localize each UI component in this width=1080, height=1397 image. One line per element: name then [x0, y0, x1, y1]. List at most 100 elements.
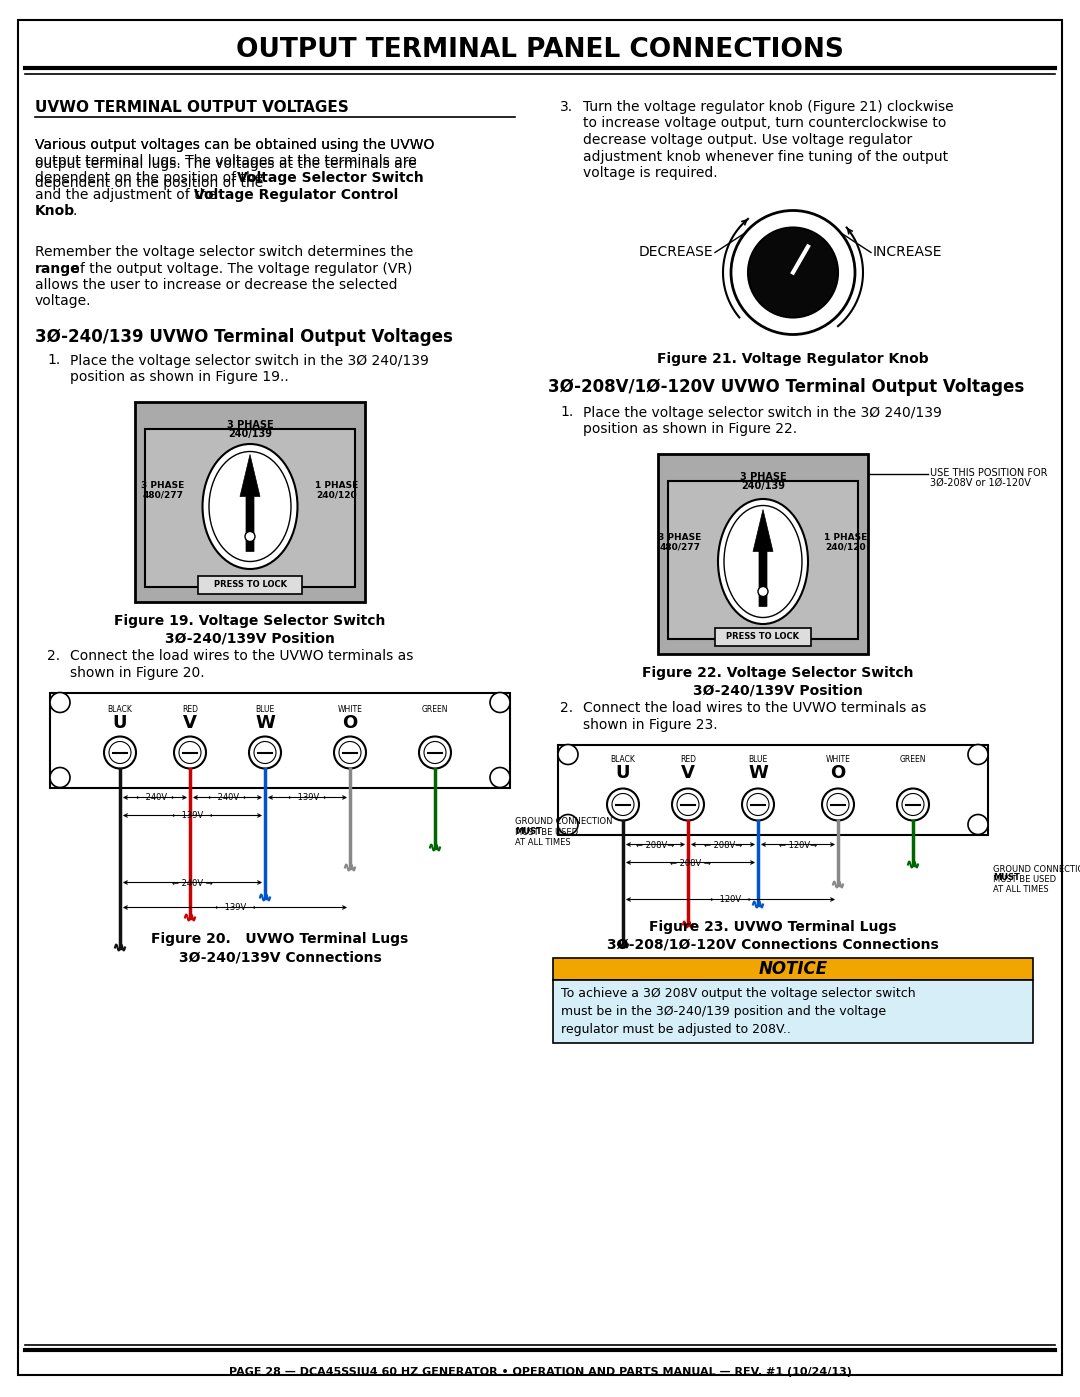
Circle shape [174, 736, 206, 768]
Text: decrease voltage output. Use voltage regulator: decrease voltage output. Use voltage reg… [583, 133, 913, 147]
Circle shape [334, 736, 366, 768]
Circle shape [822, 788, 854, 820]
Text: W: W [748, 764, 768, 782]
Circle shape [104, 736, 136, 768]
Text: ← 208V →: ← 208V → [670, 859, 711, 868]
Text: WHITE: WHITE [338, 704, 363, 714]
Text: shown in Figure 20.: shown in Figure 20. [70, 666, 204, 680]
Circle shape [109, 742, 131, 764]
Text: Place the voltage selector switch in the 3Ø 240/139: Place the voltage selector switch in the… [583, 405, 942, 419]
Text: 1.: 1. [48, 353, 60, 367]
Circle shape [748, 228, 838, 317]
Text: BLUE: BLUE [255, 704, 274, 714]
Text: NOTICE: NOTICE [758, 960, 827, 978]
Text: 240/120: 240/120 [316, 490, 357, 500]
Text: voltage.: voltage. [35, 295, 92, 309]
Text: 3Ø-208V/1Ø-120V UVWO Terminal Output Voltages: 3Ø-208V/1Ø-120V UVWO Terminal Output Vol… [548, 377, 1024, 395]
Bar [50, 693, 510, 788]
Text: V: V [681, 764, 694, 782]
Text: U: U [616, 764, 631, 782]
Text: Various output voltages can be obtained using the UVWO
output terminal lugs. The: Various output voltages can be obtained … [35, 138, 434, 190]
Circle shape [968, 814, 988, 834]
Circle shape [254, 742, 276, 764]
Text: ← 240V→: ← 240V→ [136, 793, 174, 802]
Text: 480/277: 480/277 [143, 490, 184, 500]
Text: 2.: 2. [48, 650, 60, 664]
Circle shape [558, 814, 578, 834]
Text: 1.: 1. [561, 405, 573, 419]
Text: Figure 19. Voltage Selector Switch
3Ø-240/139V Position: Figure 19. Voltage Selector Switch 3Ø-24… [114, 613, 386, 645]
Circle shape [339, 742, 361, 764]
Text: ← 120V →: ← 120V → [711, 895, 751, 904]
Text: output terminal lugs. The voltages at the terminals are: output terminal lugs. The voltages at th… [35, 155, 417, 169]
Circle shape [897, 788, 929, 820]
Bar [669, 481, 858, 638]
Text: Remember the voltage selector switch determines the: Remember the voltage selector switch det… [35, 244, 414, 258]
Text: Connect the load wires to the UVWO terminals as: Connect the load wires to the UVWO termi… [583, 701, 927, 715]
Text: position as shown in Figure 19..: position as shown in Figure 19.. [70, 370, 288, 384]
Text: Figure 22. Voltage Selector Switch
3Ø-240/139V Position: Figure 22. Voltage Selector Switch 3Ø-24… [643, 665, 914, 698]
Text: USE THIS POSITION FOR: USE THIS POSITION FOR [930, 468, 1048, 478]
Circle shape [968, 745, 988, 764]
Text: MUST: MUST [993, 873, 1020, 883]
Text: RED: RED [183, 704, 198, 714]
Text: PRESS TO LOCK: PRESS TO LOCK [214, 580, 286, 590]
Text: Place the voltage selector switch in the 3Ø 240/139: Place the voltage selector switch in the… [70, 353, 429, 367]
Text: BLUE: BLUE [748, 754, 768, 764]
Text: ← 139V →: ← 139V → [172, 812, 213, 820]
Text: BLACK: BLACK [108, 704, 133, 714]
Circle shape [747, 793, 769, 816]
Text: 240/139: 240/139 [741, 481, 785, 490]
Text: 1 PHASE: 1 PHASE [824, 534, 867, 542]
Text: 1 PHASE: 1 PHASE [315, 482, 359, 490]
Text: U: U [112, 714, 127, 732]
Text: ← 208V→: ← 208V→ [636, 841, 675, 849]
Text: 3Ø-240/139 UVWO Terminal Output Voltages: 3Ø-240/139 UVWO Terminal Output Voltages [35, 327, 453, 345]
Text: UVWO TERMINAL OUTPUT VOLTAGES: UVWO TERMINAL OUTPUT VOLTAGES [35, 101, 349, 115]
Text: ← 139V→: ← 139V→ [288, 793, 326, 802]
Text: RED: RED [680, 754, 696, 764]
Text: range: range [35, 261, 81, 275]
Text: Connect the load wires to the UVWO terminals as: Connect the load wires to the UVWO termi… [70, 650, 414, 664]
Circle shape [902, 793, 924, 816]
Text: dependent on the position of the Voltage Selector Switch: dependent on the position of the Voltage… [35, 180, 432, 194]
Text: OUTPUT TERMINAL PANEL CONNECTIONS: OUTPUT TERMINAL PANEL CONNECTIONS [237, 36, 843, 63]
Text: and the adjustment of the: and the adjustment of the [35, 187, 221, 201]
Text: Figure 21. Voltage Regulator Knob: Figure 21. Voltage Regulator Knob [658, 352, 929, 366]
Text: .: . [72, 204, 77, 218]
Polygon shape [240, 454, 260, 552]
Circle shape [179, 742, 201, 764]
Circle shape [558, 745, 578, 764]
Text: DECREASE: DECREASE [638, 246, 713, 260]
Circle shape [424, 742, 446, 764]
Bar [198, 576, 302, 594]
Text: PAGE 28 — DCA45SSIU4 60 HZ GENERATOR • OPERATION AND PARTS MANUAL — REV. #1 (10/: PAGE 28 — DCA45SSIU4 60 HZ GENERATOR • O… [229, 1368, 851, 1377]
Text: allows the user to increase or decrease the selected: allows the user to increase or decrease … [35, 278, 397, 292]
Text: adjustment knob whenever fine tuning of the output: adjustment knob whenever fine tuning of … [583, 149, 948, 163]
Text: ← 139V →: ← 139V → [215, 904, 256, 912]
Text: ← 208V→: ← 208V→ [704, 841, 742, 849]
Bar [553, 979, 1032, 1042]
Text: 2.: 2. [561, 701, 573, 715]
Text: ← 120V→: ← 120V→ [779, 841, 818, 849]
Text: Various output voltages can be obtained using the UVWO: Various output voltages can be obtained … [35, 138, 434, 152]
Circle shape [827, 793, 849, 816]
Text: GROUND CONNECTION
MUST BE USED
AT ALL TIMES: GROUND CONNECTION MUST BE USED AT ALL TI… [515, 817, 612, 848]
Bar [558, 745, 988, 834]
Circle shape [672, 788, 704, 820]
Text: 480/277: 480/277 [660, 542, 701, 552]
Ellipse shape [718, 499, 808, 624]
Text: PRESS TO LOCK: PRESS TO LOCK [727, 631, 799, 641]
Text: 240/120: 240/120 [826, 542, 866, 552]
Circle shape [612, 793, 634, 816]
Circle shape [50, 767, 70, 788]
Text: GROUND CONNECTION
MUST BE USED
AT ALL TIMES: GROUND CONNECTION MUST BE USED AT ALL TI… [993, 865, 1080, 894]
Circle shape [490, 693, 510, 712]
Bar [658, 454, 868, 654]
Circle shape [758, 587, 768, 597]
Circle shape [245, 531, 255, 542]
Text: shown in Figure 23.: shown in Figure 23. [583, 718, 717, 732]
Text: 3 PHASE: 3 PHASE [227, 419, 273, 429]
Text: To achieve a 3Ø 208V output the voltage selector switch
must be in the 3Ø-240/13: To achieve a 3Ø 208V output the voltage … [561, 988, 916, 1037]
Text: O: O [831, 764, 846, 782]
